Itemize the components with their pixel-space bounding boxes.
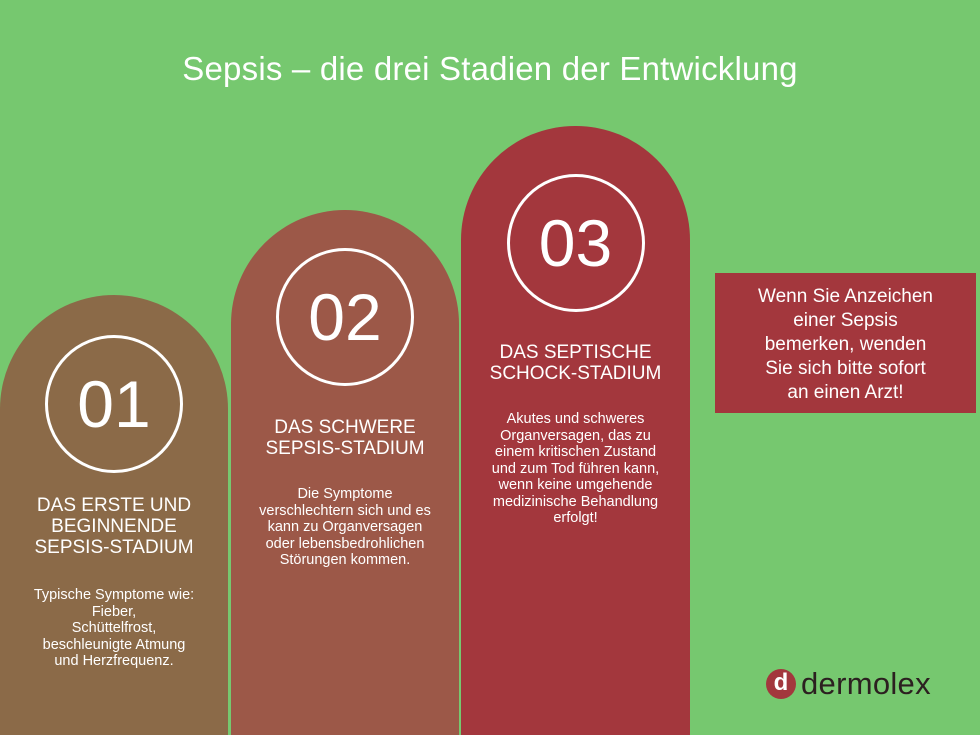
dermolex-logo: d dermolex [766,666,931,702]
page-title: Sepsis – die drei Stadien der Entwicklun… [182,50,798,87]
stage-3-column: 03 DAS SEPTISCHE SCHOCK-STADIUM Akutes u… [461,126,690,735]
stage-1-column: 01 DAS ERSTE UND BEGINNENDE SEPSIS-STADI… [0,295,228,735]
stage-1-description: Typische Symptome wie: Fieber, Schüttelf… [33,587,195,669]
stage-2-description: Die Symptome verschlechtern sich und es … [259,486,431,568]
stage-3-number: 03 [506,174,645,312]
stage-2-number: 02 [276,248,414,386]
stage-3-heading: DAS SEPTISCHE SCHOCK-STADIUM [489,342,662,384]
stage-2-column: 02 DAS SCHWERE SEPSIS-STADIUM Die Sympto… [231,210,459,735]
stage-1-heading: DAS ERSTE UND BEGINNENDE SEPSIS-STADIUM [34,495,194,558]
stage-2-heading: DAS SCHWERE SEPSIS-STADIUM [265,417,425,459]
advice-note: Wenn Sie Anzeichen einer Sepsis bemerken… [715,273,976,413]
logo-text: dermolex [801,666,931,701]
stage-3-description: Akutes und schweres Organversagen, das z… [491,411,660,526]
stage-1-number: 01 [45,335,183,473]
logo-mark-icon: d [766,669,796,699]
